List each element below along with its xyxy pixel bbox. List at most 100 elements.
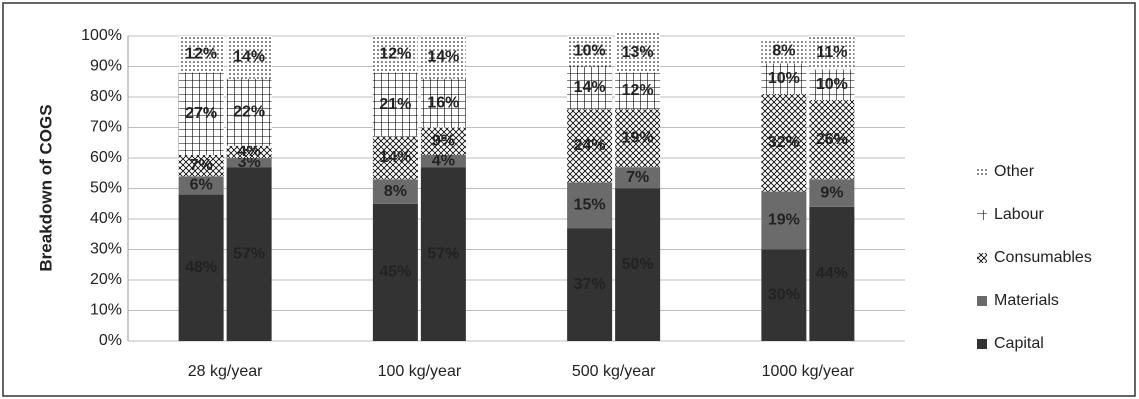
y-tick-label: 10% (90, 302, 122, 319)
data-label: 4% (432, 152, 455, 169)
bar-segment (372, 72, 418, 137)
bar-segment (761, 93, 807, 192)
bar-segment (372, 179, 418, 204)
y-tick-label: 100% (81, 27, 122, 44)
bar-segment (809, 100, 855, 180)
legend-swatch (977, 210, 987, 220)
data-label: 9% (432, 132, 455, 149)
bar-segment (761, 249, 807, 341)
data-label: 16% (427, 94, 459, 111)
y-tick-label: 60% (90, 149, 122, 166)
bar-segment (226, 158, 272, 168)
data-label: 14% (574, 79, 606, 96)
data-label: 10% (816, 76, 848, 93)
bar-segment (567, 182, 613, 229)
legend-swatch (977, 253, 987, 263)
y-tick-label: 70% (90, 119, 122, 136)
x-tick-label: 1000 kg/year (762, 363, 855, 380)
bar-segment (420, 36, 466, 79)
bar-segment (372, 36, 418, 73)
y-tick-label: 80% (90, 88, 122, 105)
data-label: 4% (238, 143, 261, 160)
x-tick-label: 500 kg/year (572, 363, 656, 380)
data-label: 3% (238, 154, 261, 171)
bar-segment (567, 36, 613, 67)
bar-segment (178, 72, 224, 155)
data-label: 15% (574, 196, 606, 213)
bar-segment (761, 63, 807, 94)
data-label: 27% (185, 105, 217, 122)
bar-segment (809, 179, 855, 207)
data-label: 45% (379, 264, 411, 281)
bar-segment (567, 228, 613, 341)
data-label: 7% (626, 169, 649, 186)
x-tick-label: 100 kg/year (378, 363, 462, 380)
y-tick-label: 50% (90, 180, 122, 197)
data-label: 57% (233, 245, 265, 262)
bar-segment (615, 72, 661, 110)
legend-swatch (977, 167, 987, 177)
data-label: 7% (190, 157, 213, 174)
data-label: 14% (427, 49, 459, 66)
bar-segment (372, 203, 418, 341)
bar-segment (226, 36, 272, 79)
bar-segment (420, 167, 466, 341)
data-label: 57% (427, 245, 459, 262)
data-label: 48% (185, 259, 217, 276)
bar-segment (809, 206, 855, 341)
data-label: 12% (379, 46, 411, 63)
data-label: 13% (622, 44, 654, 61)
data-label: 24% (574, 137, 606, 154)
data-label: 14% (379, 149, 411, 166)
legend-label: Labour (994, 206, 1044, 223)
bar-segment (615, 32, 661, 73)
data-label: 32% (768, 134, 800, 151)
data-label: 37% (574, 276, 606, 293)
data-label: 30% (768, 286, 800, 303)
data-label: 11% (816, 44, 847, 61)
bar-segment (226, 145, 272, 158)
data-label: 26% (816, 131, 848, 148)
bar-segment (809, 69, 855, 101)
bar-segment (809, 36, 855, 70)
bar-segment (761, 191, 807, 250)
data-label: 8% (384, 183, 407, 200)
bar-segment (372, 136, 418, 180)
bar-segment (226, 167, 272, 341)
bar-segment (420, 78, 466, 128)
legend-label: Consumables (994, 249, 1092, 266)
y-tick-label: 0% (99, 332, 122, 349)
data-label: 19% (768, 212, 800, 229)
data-label: 14% (233, 49, 265, 66)
bar-segment (615, 188, 661, 341)
bar-segment (420, 127, 466, 155)
bar-segment (178, 36, 224, 73)
legend-swatch (977, 296, 987, 306)
bar-segment (420, 154, 466, 168)
bar-segment (226, 78, 272, 146)
y-tick-label: 40% (90, 210, 122, 227)
y-tick-label: 20% (90, 271, 122, 288)
bar-segment (178, 194, 224, 341)
legend-label: Capital (994, 335, 1044, 352)
y-tick-label: 30% (90, 241, 122, 258)
data-label: 22% (233, 103, 265, 120)
bar-segment (615, 109, 661, 168)
data-label: 10% (574, 42, 606, 59)
x-tick-label: 28 kg/year (188, 363, 263, 380)
bar-segment (178, 176, 224, 195)
bar-segment (761, 39, 807, 64)
data-label: 12% (185, 46, 217, 63)
data-label: 10% (768, 70, 800, 87)
y-tick-label: 90% (90, 58, 122, 75)
data-label: 6% (190, 177, 213, 194)
data-label: 21% (379, 96, 411, 113)
data-label: 8% (772, 42, 795, 59)
y-axis-label: Breakdown of COGS (36, 104, 55, 271)
bar-segment (178, 154, 224, 177)
legend-label: Materials (994, 292, 1059, 309)
legend-swatch (977, 339, 987, 349)
bar-segment (615, 167, 661, 189)
data-label: 19% (622, 129, 654, 146)
